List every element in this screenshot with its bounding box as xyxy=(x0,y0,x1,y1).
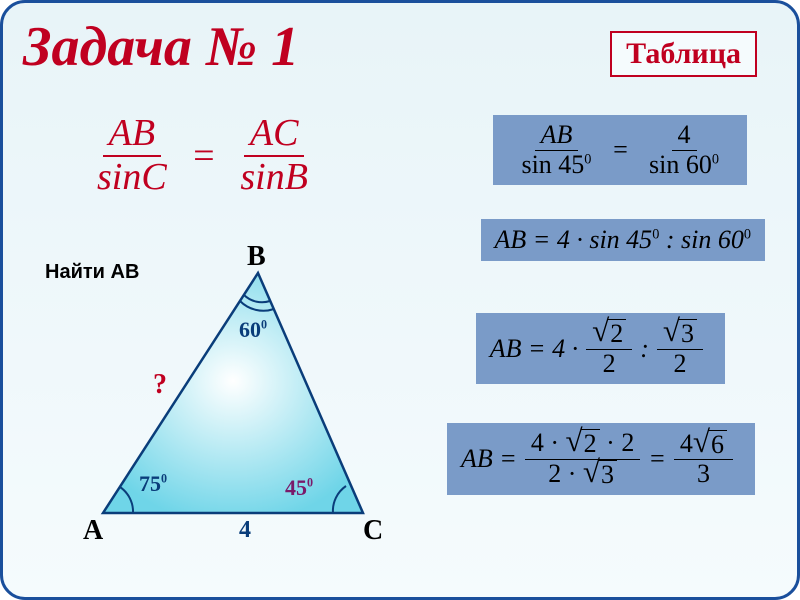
problem-title: Задача № 1 xyxy=(23,15,299,79)
angle-c-value: 450 xyxy=(285,475,313,501)
law-of-sines-formula: AB sinC = AC sinB xyxy=(83,113,322,199)
side-ac-label: 4 xyxy=(239,517,251,544)
fraction-ac-sinb: AC sinB xyxy=(234,113,314,199)
equals-sign: = xyxy=(191,134,217,178)
calc-step-3: AB = 4 · √2 2 : √3 2 xyxy=(476,313,725,384)
numerator: AB xyxy=(103,113,161,157)
slide: Задача № 1 Таблица AB sinC = AC sinB Най… xyxy=(0,0,800,600)
vertex-b-label: B xyxy=(247,241,266,273)
calc-step-4: AB = 4 · √2 · 2 2 · √3 = 4√6 3 xyxy=(447,423,755,495)
denominator: sinC xyxy=(91,157,173,199)
triangle-svg xyxy=(63,243,383,563)
fraction-ab-sinc: AB sinC xyxy=(91,113,173,199)
calc-step-1: AB sin 450 = 4 sin 600 xyxy=(493,115,747,185)
numerator: AC xyxy=(244,113,305,157)
vertex-a-label: A xyxy=(83,515,103,547)
calc-step-2: AB = 4 · sin 450 : sin 600 xyxy=(481,219,765,261)
denominator: sinB xyxy=(234,157,314,199)
angle-a-value: 750 xyxy=(139,471,167,497)
unknown-side-label: ? xyxy=(153,369,167,401)
triangle-diagram: A B C 750 600 450 4 ? xyxy=(63,243,383,563)
angle-b-value: 600 xyxy=(239,317,267,343)
vertex-c-label: C xyxy=(363,515,383,547)
table-button[interactable]: Таблица xyxy=(610,31,757,77)
